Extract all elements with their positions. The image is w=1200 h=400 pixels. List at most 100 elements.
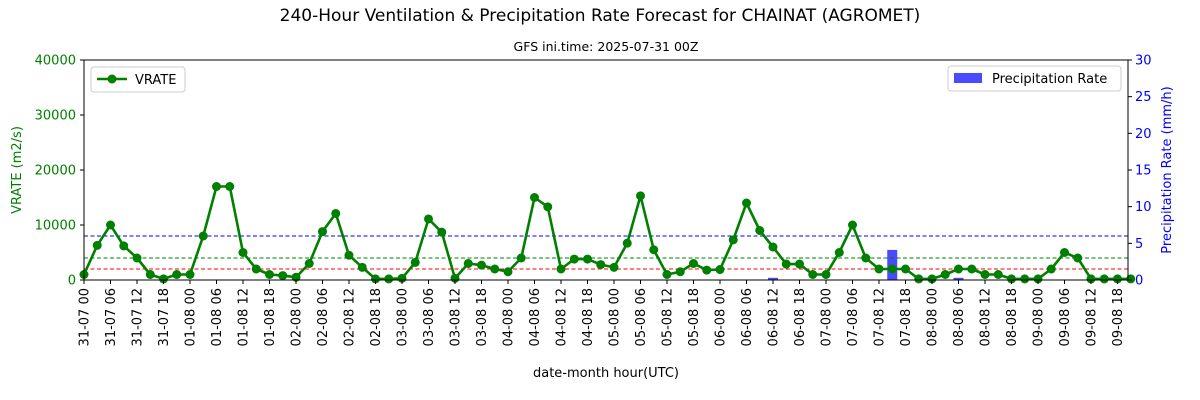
x-tick-label: 03-08 00 — [396, 288, 411, 346]
vrate-point — [1099, 274, 1109, 284]
y2-tick-label: 0 — [1135, 274, 1143, 289]
y-axis-right: 0 5 10 15 20 25 30 — [1128, 54, 1152, 289]
vrate-point — [530, 193, 539, 202]
y2-tick-label: 25 — [1135, 90, 1152, 105]
y-tick-label: 30000 — [35, 109, 76, 124]
legend-vrate-label: VRATE — [135, 73, 176, 88]
vrate-point — [92, 240, 102, 250]
y-axis-left: 0 10000 20000 30000 40000 — [35, 54, 84, 289]
vrate-point — [543, 202, 553, 212]
vrate-point — [1073, 253, 1083, 263]
vrate-point — [410, 257, 420, 267]
vrate-point — [755, 226, 765, 235]
x-tick-label: 04-08 00 — [502, 288, 517, 346]
x-tick-label: 05-08 00 — [608, 288, 623, 346]
vrate-point — [901, 264, 910, 274]
x-tick-label: 09-08 06 — [1058, 288, 1073, 346]
vrate-point — [437, 227, 447, 237]
vrate-point — [914, 274, 924, 284]
y2-tick-label: 30 — [1135, 54, 1152, 69]
vrate-point — [583, 254, 592, 264]
vrate-point — [609, 262, 619, 272]
precipitation-bar — [768, 277, 778, 280]
x-tick-label: 02-08 00 — [290, 288, 305, 346]
x-tick-label: 05-08 06 — [634, 288, 649, 346]
x-tick-label: 04-08 06 — [528, 288, 543, 346]
precipitation-bar — [953, 277, 964, 280]
x-tick-label: 01-08 00 — [184, 288, 199, 346]
vrate-point — [1060, 248, 1069, 257]
vrate-point — [821, 270, 831, 279]
vrate-point — [1007, 274, 1016, 284]
vrate-point — [596, 260, 606, 270]
vrate-point — [397, 273, 407, 283]
vrate-point — [728, 235, 738, 245]
y-tick-label: 20000 — [35, 164, 76, 179]
x-tick-label: 03-08 06 — [422, 288, 437, 346]
x-tick-label: 01-08 06 — [210, 288, 225, 346]
vrate-point — [861, 253, 871, 263]
vrate-point — [702, 265, 712, 275]
vrate-point — [172, 270, 182, 279]
vrate-point — [384, 274, 394, 284]
x-tick-label: 04-08 12 — [555, 288, 570, 346]
vrate-point — [768, 242, 778, 252]
vrate-point — [1046, 264, 1056, 274]
chart-subtitle: GFS ini.time: 2025-07-31 00Z — [513, 39, 699, 54]
vrate-point — [132, 253, 142, 263]
vrate-point — [357, 262, 367, 272]
vrate-point — [834, 248, 844, 257]
vrate-point — [993, 270, 1003, 279]
x-axis: 31-07 00 31-07 06 31-07 12 31-07 18 01-08 00… — [78, 280, 1126, 346]
vrate-point — [887, 264, 897, 274]
x-tick-label: 03-08 18 — [475, 288, 490, 346]
x-tick-label: 31-07 18 — [157, 288, 172, 346]
vrate-point — [649, 245, 659, 255]
x-tick-label: 08-08 06 — [952, 288, 967, 346]
vrate-point — [1086, 274, 1096, 284]
vrate-point — [689, 259, 698, 268]
x-tick-label: 07-08 06 — [846, 288, 861, 346]
vrate-point — [1113, 274, 1122, 284]
x-tick-label: 09-08 00 — [1032, 288, 1047, 346]
legend-vrate: VRATE — [90, 66, 186, 93]
vrate-point — [622, 238, 632, 248]
x-tick-label: 01-08 12 — [237, 288, 252, 346]
x-tick-label: 09-08 18 — [1111, 288, 1126, 346]
vrate-point — [940, 270, 950, 279]
y-tick-label: 10000 — [35, 219, 76, 234]
vrate-point — [1020, 274, 1030, 284]
vrate-point — [556, 264, 566, 274]
reference-lines — [84, 235, 1128, 270]
vrate-point — [477, 260, 486, 270]
vrate-point — [371, 274, 380, 284]
legend-vrate-marker — [107, 74, 117, 84]
vrate-point — [795, 259, 804, 269]
legend-precipitation-swatch — [954, 73, 982, 83]
y2-tick-label: 10 — [1135, 200, 1152, 215]
vrate-series — [79, 182, 1136, 284]
vrate-point — [808, 270, 818, 279]
y2-tick-label: 15 — [1135, 164, 1152, 179]
y2-tick-label: 20 — [1135, 127, 1152, 142]
vrate-point — [424, 214, 433, 224]
x-tick-label: 04-08 18 — [581, 288, 596, 346]
x-tick-label: 06-08 00 — [714, 288, 729, 346]
x-tick-label: 08-08 12 — [979, 288, 994, 346]
vrate-point — [450, 273, 460, 283]
chart-title: 240-Hour Ventilation & Precipitation Rat… — [279, 6, 921, 26]
vrate-point — [344, 250, 354, 260]
vrate-point — [145, 270, 155, 279]
vrate-point — [715, 265, 725, 275]
vrate-point — [119, 241, 129, 251]
vrate-point — [331, 208, 341, 218]
vrate-point — [265, 270, 274, 279]
vrate-point — [251, 264, 261, 274]
x-tick-label: 02-08 06 — [316, 288, 331, 346]
x-tick-label: 07-08 18 — [899, 288, 914, 346]
vrate-point — [198, 231, 208, 241]
x-axis-label: date-month hour(UTC) — [533, 366, 679, 381]
x-tick-label: 31-07 12 — [131, 288, 146, 346]
vrate-point — [874, 264, 884, 274]
vrate-point — [278, 271, 288, 281]
